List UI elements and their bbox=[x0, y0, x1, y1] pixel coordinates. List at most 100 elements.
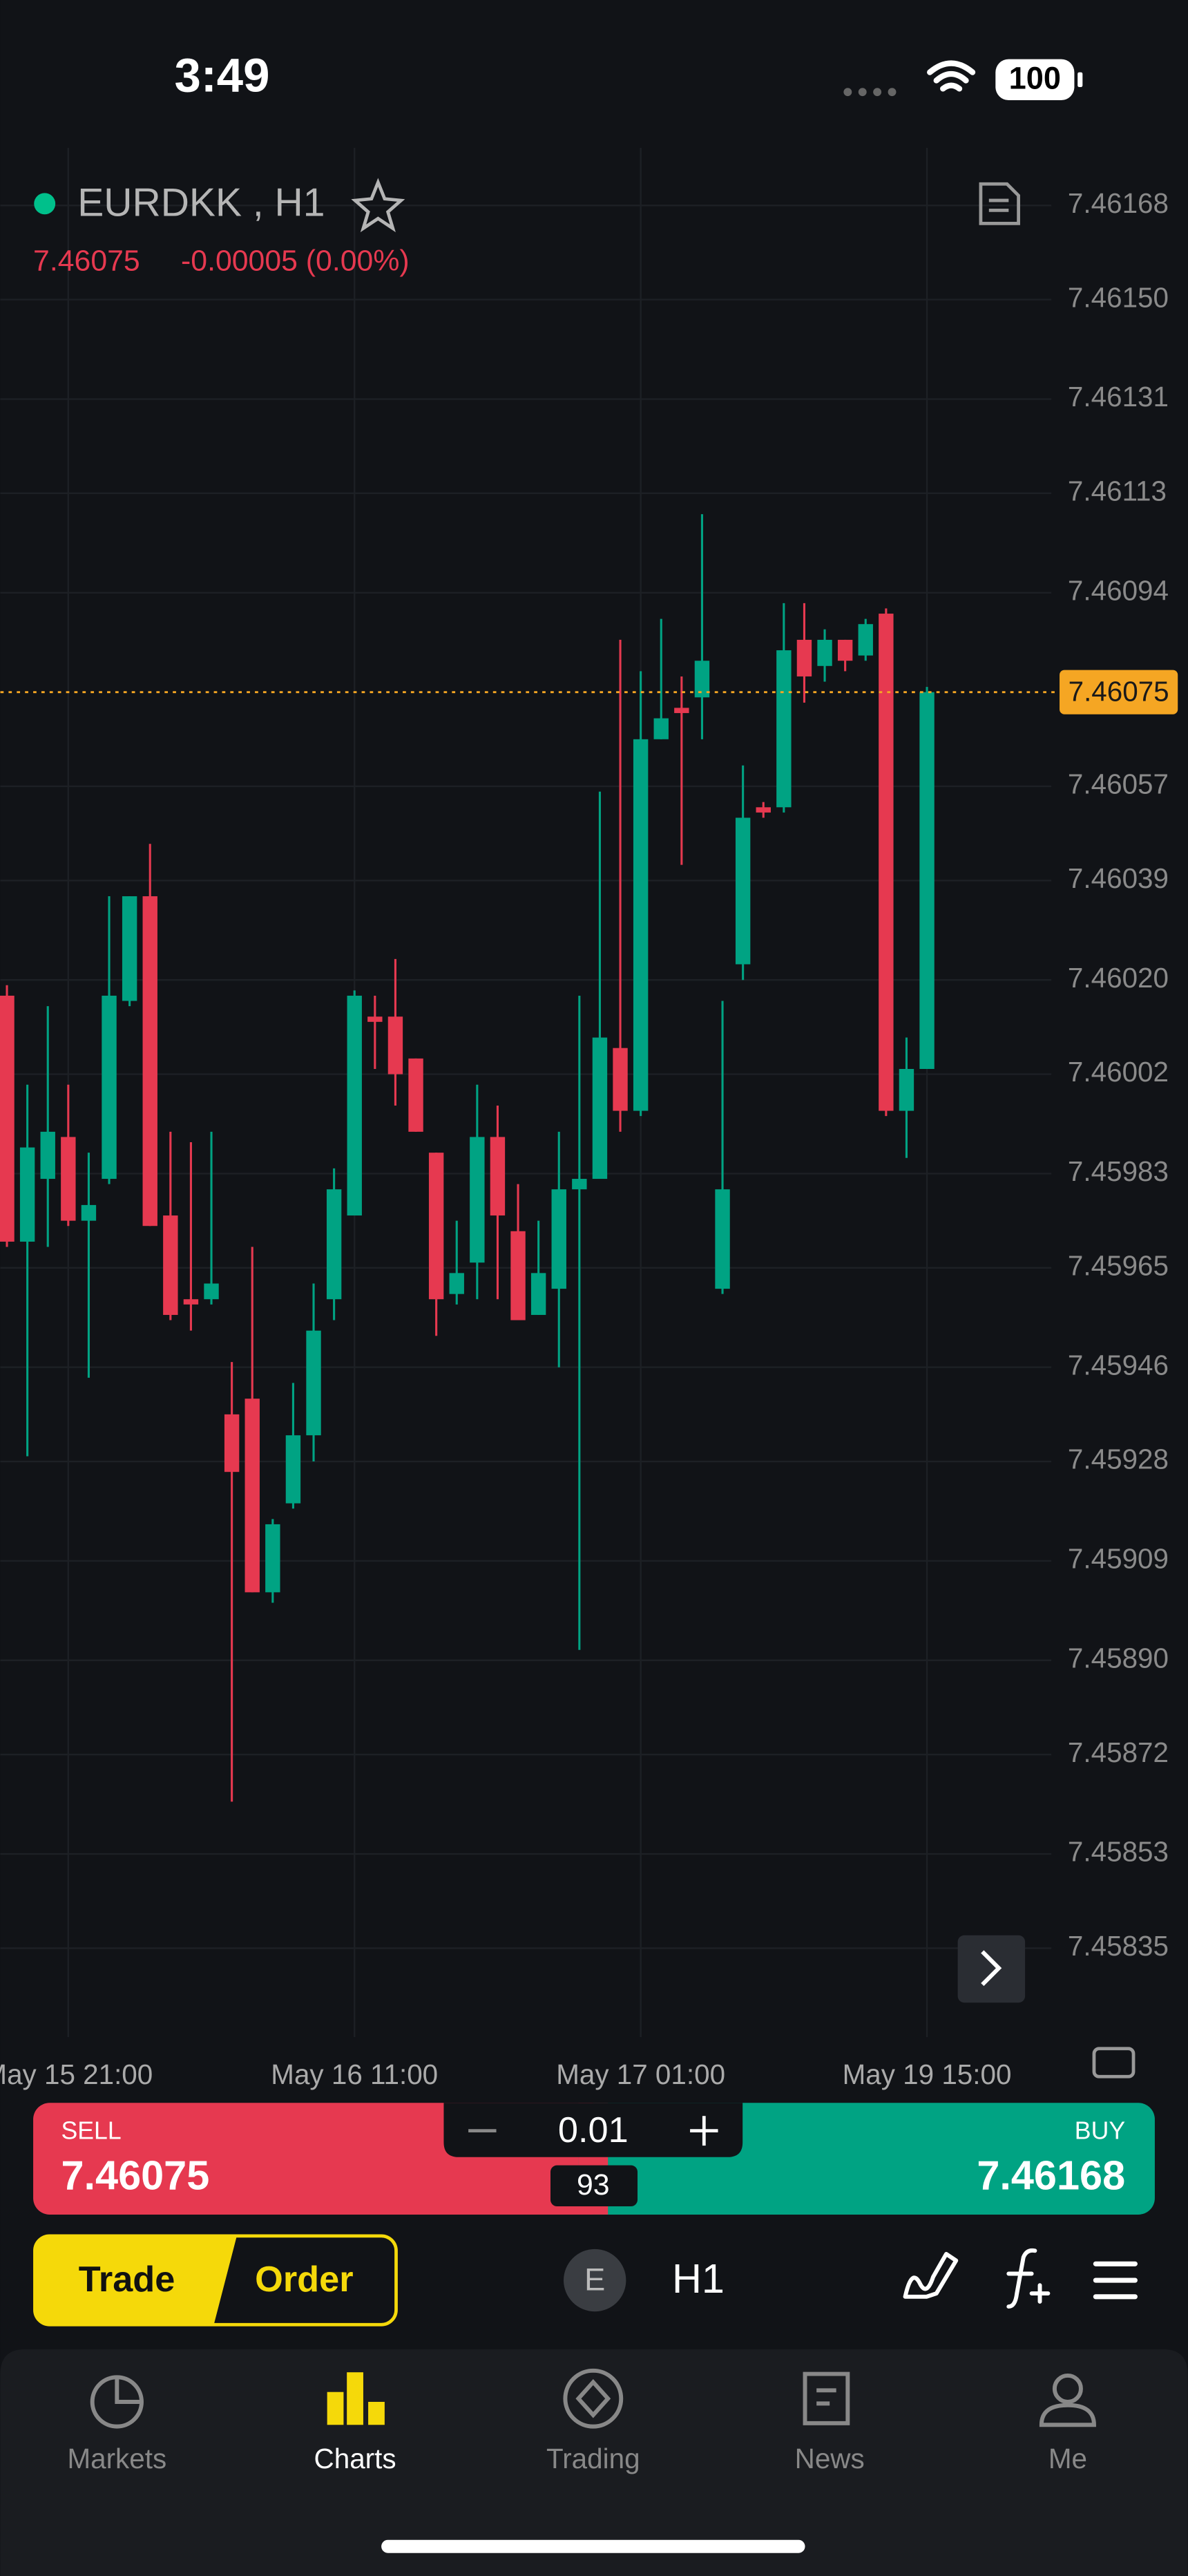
candle-layer: 7.46075 bbox=[0, 514, 1178, 1802]
scroll-button[interactable] bbox=[957, 1935, 1026, 2003]
trade-order-toggle bbox=[33, 2234, 398, 2327]
y-tick-label: 7.46039 bbox=[1068, 862, 1169, 894]
nav-icons bbox=[90, 2368, 1096, 2429]
candle-body bbox=[817, 639, 832, 666]
volume[interactable]: 0.01 bbox=[558, 2110, 629, 2150]
doc-icon[interactable] bbox=[979, 182, 1020, 225]
header-price: 7.46075 bbox=[33, 245, 140, 278]
spread: 93 bbox=[577, 2168, 610, 2201]
candle-body bbox=[592, 1037, 608, 1180]
y-tick-label: 7.46150 bbox=[1068, 281, 1169, 313]
candle-body bbox=[796, 639, 812, 676]
candle-body bbox=[163, 1215, 178, 1315]
sell-label: SELL bbox=[61, 2116, 121, 2144]
me-icon[interactable] bbox=[1052, 2373, 1083, 2404]
trade-label: Trade bbox=[79, 2260, 175, 2300]
nav-markets[interactable]: Markets bbox=[67, 2443, 166, 2474]
candle-body bbox=[613, 1048, 628, 1111]
candle-body bbox=[551, 1189, 566, 1289]
battery-tip bbox=[1077, 72, 1083, 88]
candle-body bbox=[61, 1137, 76, 1221]
candle-body bbox=[653, 718, 669, 739]
candle-body bbox=[265, 1524, 280, 1593]
candle-body bbox=[674, 708, 689, 713]
candle-body bbox=[0, 995, 15, 1242]
candle-body bbox=[837, 639, 853, 661]
x-tick-label: May 16 11:00 bbox=[271, 2058, 438, 2090]
charts-icon[interactable] bbox=[327, 2372, 385, 2425]
nav-charts[interactable]: Charts bbox=[314, 2443, 396, 2474]
candle-body bbox=[449, 1273, 464, 1294]
y-tick-label: 7.46002 bbox=[1068, 1056, 1169, 1088]
candle-body bbox=[879, 614, 894, 1111]
nav-news[interactable]: News bbox=[795, 2443, 865, 2474]
candle-body bbox=[633, 739, 649, 1111]
status-time: 3:49 bbox=[174, 48, 269, 102]
order-tab[interactable]: Order bbox=[255, 2260, 353, 2300]
timeframe[interactable]: H1 bbox=[672, 2255, 725, 2302]
wifi-icon bbox=[927, 60, 976, 92]
y-tick-label: 7.45872 bbox=[1068, 1736, 1169, 1768]
trading-icon-diamond bbox=[575, 2379, 611, 2418]
x-tick-label: May 15 21:00 bbox=[0, 2058, 153, 2090]
menu-icon[interactable] bbox=[1093, 2261, 1138, 2300]
y-tick-label: 7.45965 bbox=[1068, 1249, 1169, 1281]
candle-body bbox=[142, 896, 157, 1227]
nav-me[interactable]: Me bbox=[1048, 2443, 1087, 2474]
markets-icon-slice bbox=[115, 2377, 142, 2404]
candle-body bbox=[858, 624, 873, 656]
signal-dots bbox=[843, 88, 897, 97]
candle-body bbox=[204, 1283, 219, 1300]
candle-body bbox=[694, 661, 710, 698]
candle-body bbox=[899, 1068, 914, 1111]
trade-tab[interactable] bbox=[35, 2235, 237, 2325]
sell-price: 7.46075 bbox=[61, 2152, 209, 2198]
layout-icon[interactable] bbox=[1092, 2047, 1136, 2078]
candle-body bbox=[572, 1179, 587, 1190]
candle-body bbox=[735, 817, 751, 965]
buy-label: BUY bbox=[1075, 2116, 1125, 2144]
news-icon[interactable] bbox=[803, 2371, 850, 2425]
candle-body bbox=[510, 1231, 526, 1320]
candle-body bbox=[756, 807, 771, 813]
market-dot bbox=[34, 193, 56, 215]
battery bbox=[995, 59, 1075, 101]
indicator-icon[interactable] bbox=[1006, 2248, 1051, 2309]
candle-body bbox=[81, 1204, 97, 1221]
plus-button[interactable] bbox=[690, 2116, 718, 2146]
y-tick-label: 7.46168 bbox=[1068, 187, 1169, 219]
favorite-icon[interactable] bbox=[351, 178, 405, 233]
candle-body bbox=[387, 1016, 403, 1074]
candle-body bbox=[470, 1137, 485, 1263]
candle-body bbox=[102, 995, 117, 1180]
y-tick-label: 7.46113 bbox=[1068, 475, 1167, 507]
candle-body bbox=[40, 1131, 55, 1180]
draw-icon[interactable] bbox=[903, 2252, 959, 2299]
trading-icon[interactable] bbox=[563, 2368, 624, 2429]
x-tick-label: May 19 15:00 bbox=[843, 2058, 1012, 2090]
nav-trading[interactable]: Trading bbox=[546, 2443, 640, 2474]
volume-tab bbox=[443, 2103, 743, 2157]
candle-body bbox=[224, 1414, 240, 1472]
spread-box bbox=[550, 2165, 638, 2207]
candle-body bbox=[183, 1299, 199, 1305]
y-tick-label: 7.46020 bbox=[1068, 962, 1169, 994]
tab-bar bbox=[0, 2349, 1188, 2576]
y-tick-label: 7.45853 bbox=[1068, 1836, 1169, 1868]
candle-body bbox=[428, 1153, 444, 1300]
arrow-icon bbox=[981, 1950, 1002, 1987]
candle-body bbox=[408, 1058, 423, 1132]
candle-body bbox=[367, 1016, 383, 1022]
symbol[interactable]: EURDKK , H1 bbox=[77, 180, 325, 225]
y-tick-label: 7.46057 bbox=[1068, 768, 1169, 800]
badge-label: E bbox=[584, 2262, 605, 2297]
badge[interactable] bbox=[564, 2248, 626, 2312]
y-tick-label: 7.45946 bbox=[1068, 1349, 1169, 1381]
candle-body bbox=[530, 1273, 546, 1315]
candle-body bbox=[347, 995, 362, 1216]
y-tick-label: 7.46094 bbox=[1068, 574, 1169, 606]
y-tick-label: 7.45909 bbox=[1068, 1543, 1169, 1575]
candle-body bbox=[490, 1137, 506, 1216]
